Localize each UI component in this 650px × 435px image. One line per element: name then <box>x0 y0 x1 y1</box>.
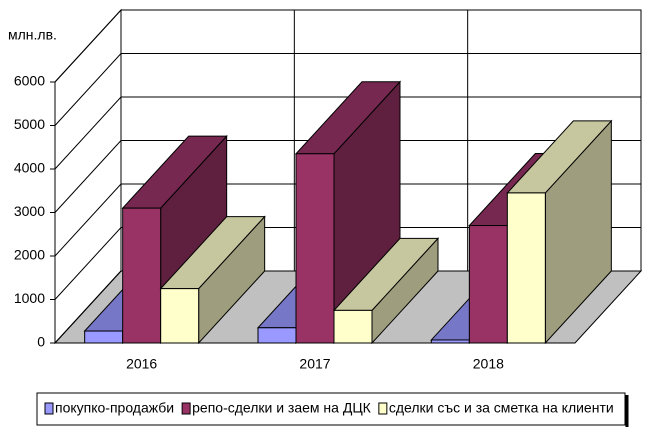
legend-label: сделки със и за сметка на клиенти <box>389 400 614 416</box>
y-tick-label: 6000 <box>14 73 45 89</box>
legend-swatch <box>378 402 388 415</box>
bar <box>159 215 266 345</box>
unit-label: млн.лв. <box>8 27 57 43</box>
bar <box>332 237 440 345</box>
grid-line <box>54 227 641 300</box>
bar-front <box>257 327 297 344</box>
y-tick-label: 2000 <box>14 247 45 263</box>
bar-front <box>84 330 124 344</box>
y-tick-label: 5000 <box>14 116 45 132</box>
legend-box <box>36 392 626 426</box>
x-tick-label: 2018 <box>473 356 504 372</box>
bar-front <box>122 207 162 344</box>
y-tick-label: 0 <box>37 334 45 350</box>
y-tick-label: 3000 <box>14 203 45 219</box>
grid-line <box>54 9 641 83</box>
legend-label: репо-сделки и заем на ДЦК <box>192 400 372 416</box>
grid-line <box>54 183 641 257</box>
y-tick-label: 4000 <box>14 160 45 176</box>
bar-front <box>333 309 373 344</box>
bar <box>506 119 613 345</box>
grid-line <box>54 53 641 126</box>
legend-swatch <box>44 402 54 415</box>
x-tick-label: 2016 <box>126 356 157 372</box>
y-tick-label: 1000 <box>14 290 45 306</box>
bar-front <box>160 288 200 344</box>
grid-line <box>54 140 641 213</box>
bar-front <box>430 339 470 344</box>
x-tick-label: 2017 <box>299 356 330 372</box>
legend-swatch <box>181 402 191 415</box>
bar-front <box>506 192 546 344</box>
bar-front <box>468 225 508 344</box>
grid-line <box>54 270 641 344</box>
grid-line <box>54 96 641 170</box>
legend-label: покупко-продажби <box>55 400 174 416</box>
bar-front <box>295 153 335 344</box>
